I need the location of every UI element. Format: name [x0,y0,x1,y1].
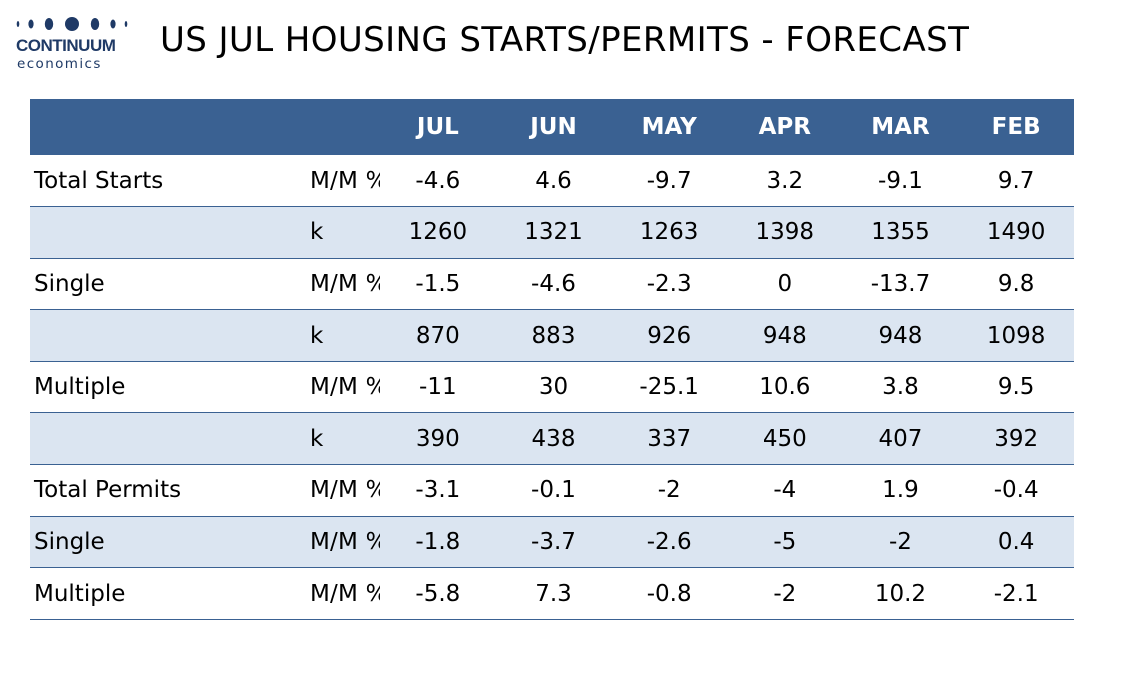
table-cell: -2 [726,567,843,620]
row-unit: M/M % [310,361,381,414]
row-label: Multiple [30,361,311,414]
table-cell: 1260 [380,206,496,259]
logo-name: CONTINUUM [16,36,116,55]
table-cell: 1263 [611,206,727,259]
row-unit: M/M % [310,567,381,620]
table-cell: 948 [726,309,843,362]
table-cell: -25.1 [611,361,727,414]
table-cell: -1.8 [380,516,496,569]
table-cell: -3.7 [495,516,612,569]
table-cell: -0.8 [611,567,727,620]
table-row: Multiple M/M % -5.8 7.3 -0.8 -2 10.2 -2.1 [30,567,1074,620]
table-cell: -1.5 [380,258,496,311]
table-cell: 9.7 [958,155,1074,208]
column-header: APR [758,114,811,140]
table-cell: -4.6 [380,155,496,208]
table-cell: -2 [842,516,959,569]
row-unit: M/M % [310,464,381,517]
table-row: Single M/M % -1.5 -4.6 -2.3 0 -13.7 9.8 [30,258,1074,311]
table-cell: 1098 [958,309,1074,362]
row-label [30,309,311,362]
table-cell: 926 [611,309,727,362]
table-cell: 450 [726,412,843,466]
table-body: Total Starts M/M % -4.6 4.6 -9.7 3.2 -9.1 9.7 k 1… [30,155,1074,620]
table-cell: -9.7 [611,155,727,208]
table-cell: 392 [958,412,1074,466]
table-cell: -11 [380,361,496,414]
column-header: MAY [641,114,697,140]
column-header: JUL [416,114,459,140]
table-cell: -2.3 [611,258,727,311]
table-cell: 1355 [842,206,959,259]
page-title: US JUL HOUSING STARTS/PERMITS - FORECAST [160,20,970,60]
table-cell: 883 [495,309,612,362]
column-header: MAR [871,114,930,140]
table-row: Total Starts M/M % -4.6 4.6 -9.7 3.2 -9.1 9.7 [30,155,1074,208]
table-cell: 390 [380,412,496,466]
table-header-row: JUL JUN MAY APR MAR FEB [30,99,1074,155]
column-header: JUN [530,114,577,140]
table-cell: -9.1 [842,155,959,208]
table-cell: 948 [842,309,959,362]
table-cell: 10.2 [842,567,959,620]
row-unit: k [310,206,381,259]
table-cell: -5 [726,516,843,569]
table-cell: 3.2 [726,155,843,208]
row-label: Single [30,258,311,311]
table-cell: 407 [842,412,959,466]
table-cell: 870 [380,309,496,362]
table-cell: 0.4 [958,516,1074,569]
housing-forecast-table: JUL JUN MAY APR MAR FEB Total Starts M/M … [30,99,1074,620]
table-cell: -13.7 [842,258,959,311]
row-label: Total Starts [30,155,311,208]
table-cell: 9.8 [958,258,1074,311]
table-cell: -3.1 [380,464,496,517]
table-cell: 1321 [495,206,612,259]
table-cell: -0.4 [958,464,1074,517]
row-unit: k [310,412,381,466]
row-unit: M/M % [310,155,381,208]
table-cell: 1398 [726,206,843,259]
row-label: Single [30,516,311,569]
table-cell: 0 [726,258,843,311]
table-row: k 1260 1321 1263 1398 1355 1490 [30,206,1074,259]
row-label [30,412,311,466]
header-label-empty [30,99,310,155]
table-cell: -2.6 [611,516,727,569]
column-header: FEB [991,114,1041,140]
logo-dots-icon [16,17,128,31]
continuum-economics-logo: CONTINUUM economics [14,14,132,74]
row-label [30,206,311,259]
table-cell: -2 [611,464,727,517]
table-cell: 438 [495,412,612,466]
table-cell: 3.8 [842,361,959,414]
header-unit-empty [310,99,380,155]
row-label: Multiple [30,567,311,620]
table-cell: 7.3 [495,567,612,620]
table-cell: -4 [726,464,843,517]
table-cell: -4.6 [495,258,612,311]
table-row: k 870 883 926 948 948 1098 [30,309,1074,362]
row-unit: M/M % [310,516,381,569]
table-cell: 9.5 [958,361,1074,414]
table-cell: 1490 [958,206,1074,259]
table-row: k 390 438 337 450 407 392 [30,412,1074,466]
table-cell: -5.8 [380,567,496,620]
table-cell: -2.1 [958,567,1074,620]
row-label: Total Permits [30,464,311,517]
table-cell: 337 [611,412,727,466]
row-unit: k [310,309,381,362]
logo-subtitle: economics [17,56,102,72]
table-cell: 4.6 [495,155,612,208]
table-row: Total Permits M/M % -3.1 -0.1 -2 -4 1.9 -0.4 [30,464,1074,517]
table-cell: -0.1 [495,464,612,517]
table-cell: 10.6 [726,361,843,414]
row-unit: M/M % [310,258,381,311]
table-cell: 1.9 [842,464,959,517]
table-cell: 30 [495,361,612,414]
table-row: Multiple M/M % -11 30 -25.1 10.6 3.8 9.5 [30,361,1074,414]
table-row: Single M/M % -1.8 -3.7 -2.6 -5 -2 0.4 [30,516,1074,569]
